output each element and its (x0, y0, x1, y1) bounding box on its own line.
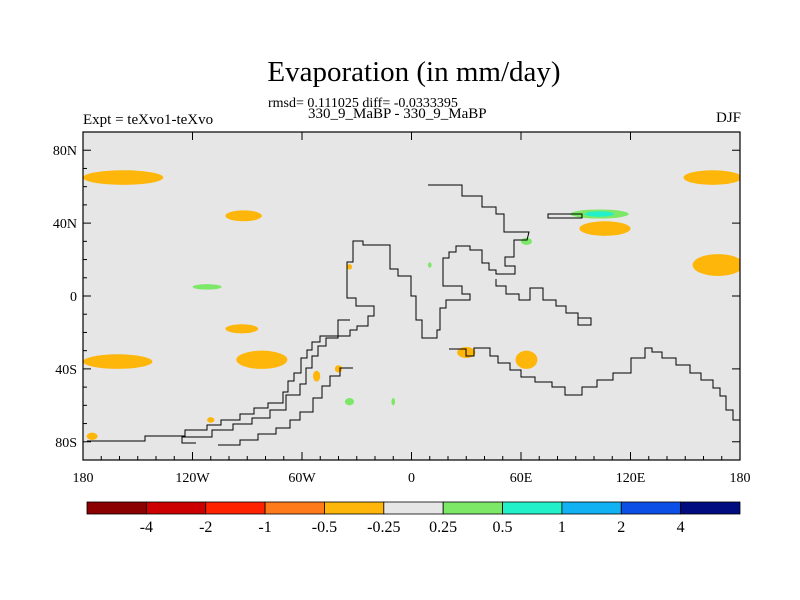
colorbar-label: -1 (258, 519, 271, 536)
colorbar-label: -2 (199, 519, 212, 536)
colorbar-label: -0.5 (312, 519, 337, 536)
anomaly-patch (584, 211, 615, 217)
y-tick-label: 80S (55, 436, 77, 451)
colorbar-label: -0.25 (367, 519, 400, 536)
x-tick-label: 60W (288, 471, 316, 486)
anomaly-patch (391, 398, 396, 406)
x-tick-label: 0 (408, 471, 415, 486)
colorbar-box (680, 501, 741, 515)
anomaly-patch (236, 350, 288, 369)
anomaly-patch (207, 417, 215, 423)
anomaly-patch (83, 170, 164, 185)
anomaly-patch (427, 262, 432, 268)
anomaly-patch (334, 365, 343, 373)
anomaly-patch (579, 221, 631, 236)
colorbar-box (145, 501, 207, 515)
colorbar-label: 2 (617, 519, 625, 536)
figure-title: Evaporation (in mm/day) (267, 56, 561, 88)
anomaly-patch (521, 237, 532, 245)
colorbar-box (383, 501, 444, 515)
anomaly-patch (86, 432, 98, 440)
anomaly-patch (192, 284, 222, 290)
colorbar-label: 0.25 (429, 519, 457, 536)
colorbar-box (324, 501, 385, 515)
anomaly-patch (346, 264, 353, 270)
latitude-axis: 80N 40N 0 40S 80S (53, 131, 740, 461)
y-tick-label: 40S (55, 363, 77, 378)
longitude-axis: 180 120W 60W 0 60E 120E 180 (73, 132, 751, 486)
anomaly-patch (312, 370, 321, 382)
y-tick-label: 80N (53, 144, 77, 159)
colorbar-label: 1 (558, 519, 566, 536)
colorbar-box (264, 501, 325, 515)
anomaly-patch (225, 324, 259, 334)
colorbar-box (86, 501, 147, 515)
coastline-outlines (87, 184, 740, 446)
stats-label: rmsd= 0.111025 diff= -0.0333395 (268, 96, 458, 111)
anomaly-patch (692, 254, 740, 276)
case-label: 330_9_MaBP - 330_9_MaBP (308, 106, 487, 122)
x-tick-label: 60E (510, 471, 533, 486)
experiment-label: Expt = teXvo1-teXvo (83, 112, 214, 128)
colorbar-box (205, 501, 266, 515)
colorbar-label: -4 (140, 519, 153, 536)
colorbar-box (561, 501, 622, 515)
coastline-inner-basin (181, 319, 350, 444)
coastline-southwest-arc (218, 367, 353, 446)
x-tick-label: 120W (175, 471, 210, 486)
colorbar: -4 -2 -1 -0.5 -0.25 0.25 0.5 1 2 4 (86, 501, 741, 536)
y-tick-label: 40N (53, 217, 77, 232)
anomaly-patch (683, 170, 740, 185)
anomaly-patch (515, 350, 538, 369)
x-tick-label: 180 (730, 471, 751, 486)
x-tick-label: 180 (73, 471, 94, 486)
anomaly-patch (83, 354, 153, 369)
colorbar-label: 0.5 (493, 519, 513, 536)
colorbar-label: 4 (677, 519, 685, 536)
anomaly-patch (225, 210, 262, 222)
x-tick-label: 120E (616, 471, 646, 486)
colorbar-box (620, 501, 682, 515)
coastline-northeast-island (547, 213, 583, 219)
coastline-east-continent (495, 279, 592, 326)
colorbar-box (502, 501, 563, 515)
season-label: DJF (715, 110, 741, 126)
anomaly-patch (344, 398, 355, 406)
y-tick-label: 0 (70, 290, 77, 305)
colorbar-box (442, 501, 503, 515)
coastline-americas (87, 184, 530, 442)
coastline-africa-eurasia (449, 347, 740, 440)
